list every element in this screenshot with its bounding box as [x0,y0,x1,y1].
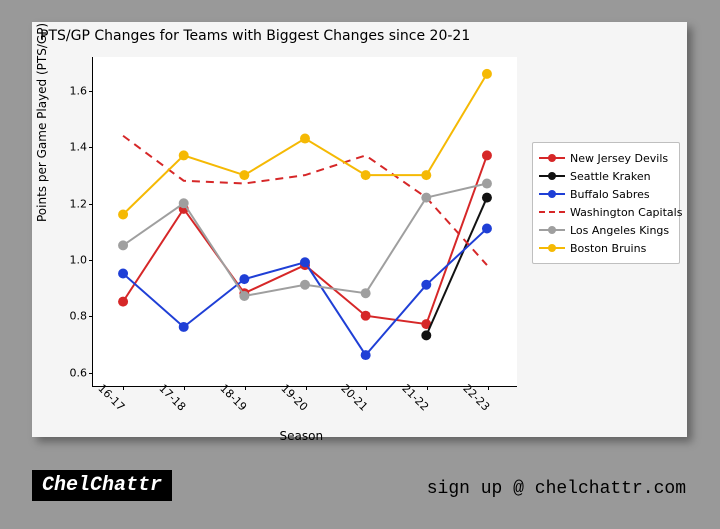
series-marker [239,170,249,180]
y-tick-label: 0.8 [70,310,94,323]
y-tick-label: 1.2 [70,197,94,210]
series-line [123,229,487,356]
legend-item: Washington Capitals [539,203,673,221]
legend-item: Los Angeles Kings [539,221,673,239]
brand-badge: ChelChattr [32,470,172,501]
y-tick-label: 1.4 [70,141,94,154]
series-line [426,198,487,336]
series-marker [421,330,431,340]
legend-label: Los Angeles Kings [570,224,669,237]
legend-swatch [539,188,565,200]
plot-area: 0.60.81.01.21.41.616-1717-1818-1919-2020… [92,57,517,387]
legend-item: Seattle Kraken [539,167,673,185]
series-marker [482,179,492,189]
series-marker [300,280,310,290]
legend-swatch [539,224,565,236]
series-marker [482,69,492,79]
series-marker [179,150,189,160]
series-line [123,74,487,215]
series-marker [118,209,128,219]
series-line [123,155,487,324]
legend-item: Buffalo Sabres [539,185,673,203]
series-marker [239,274,249,284]
series-marker [482,224,492,234]
legend-swatch [539,152,565,164]
series-marker [361,288,371,298]
legend-swatch [539,206,565,218]
series-marker [300,134,310,144]
legend-label: Washington Capitals [570,206,682,219]
series-marker [118,297,128,307]
series-marker [239,291,249,301]
series-marker [421,170,431,180]
series-marker [361,350,371,360]
y-axis-label: Points per Game Played (PTS/GP) [35,23,49,222]
legend-item: New Jersey Devils [539,149,673,167]
y-tick-label: 1.0 [70,254,94,267]
legend: New Jersey Devils Seattle Kraken Buffalo S… [532,142,680,264]
series-marker [482,150,492,160]
signup-text: sign up @ chelchattr.com [427,479,686,499]
chart-title: PTS/GP Changes for Teams with Biggest Ch… [40,28,470,44]
series-marker [118,269,128,279]
legend-swatch [539,242,565,254]
series-marker [361,170,371,180]
legend-label: Buffalo Sabres [570,188,650,201]
series-marker [421,280,431,290]
legend-label: Boston Bruins [570,242,646,255]
series-marker [482,193,492,203]
series-marker [300,257,310,267]
x-axis-label: Season [280,429,324,443]
series-marker [118,240,128,250]
y-tick-label: 0.6 [70,366,94,379]
y-tick-label: 1.6 [70,84,94,97]
series-marker [361,311,371,321]
legend-item: Boston Bruins [539,239,673,257]
chart-svg [93,57,517,386]
legend-label: Seattle Kraken [570,170,651,183]
legend-swatch [539,170,565,182]
series-line [123,136,487,265]
chart-panel: PTS/GP Changes for Teams with Biggest Ch… [32,22,687,437]
series-marker [179,198,189,208]
series-marker [421,193,431,203]
legend-label: New Jersey Devils [570,152,668,165]
series-marker [179,322,189,332]
